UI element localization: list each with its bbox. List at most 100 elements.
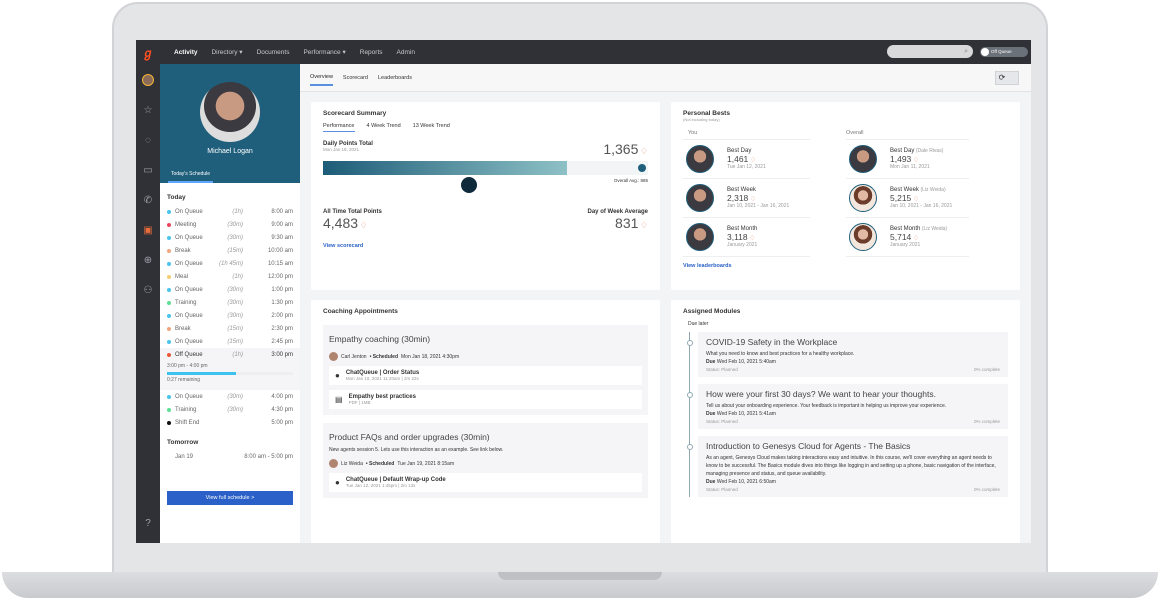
globe-icon[interactable]: ⊕ [143,255,153,266]
due-date: Wed Feb 10, 2021 5:41am [716,411,776,417]
schedule-item[interactable]: On Queue (30m) 1:00 pm [167,283,293,296]
personal-bests-card: Personal Bests (Not including today) You… [671,102,1020,290]
inbox-icon[interactable]: ▣ [143,225,153,236]
tab-overview[interactable]: Overview [310,70,333,86]
tab-4-week-trend[interactable]: 4 Week Trend [366,123,401,129]
best-date: Jan 10, 2021 - Jan 16, 2021 [727,203,790,209]
status-dot [167,420,171,425]
gem-icon: ♢ [749,235,756,242]
chat-icon[interactable]: ◌ [145,135,151,146]
attachment[interactable]: ● ChatQueue | Default Wrap-up Code Tue Jan… [329,473,642,492]
card-title: Assigned Modules [683,308,741,315]
best-value: 5,714 [890,232,912,242]
attachment[interactable]: ● ChatQueue | Order Status Mon Jan 18, 202… [329,366,642,385]
view-scorecard-link[interactable]: View scorecard [323,243,364,249]
coach-name: Carl Jenton [341,353,367,360]
schedule-item[interactable]: Training (30m) 4:30 pm [167,403,293,416]
view-leaderboards-link[interactable]: View leaderboards [683,263,732,269]
best-label: Best Month [890,226,921,232]
module-complete: 0% complete [973,419,1000,424]
coaching-appointment[interactable]: Product FAQs and order upgrades (30min) N… [323,423,648,498]
schedule-item[interactable]: Meal (1h) 12:00 pm [167,270,293,283]
best-value: 2,318 [727,193,749,203]
module-item[interactable]: How were your first 30 days? We want to … [687,384,1008,429]
add-user-icon[interactable]: ⚇ [143,285,153,296]
nav-admin[interactable]: Admin [396,48,415,56]
status-dot [167,407,171,412]
best-item: Best Week (Liz Weida) 5,215 ♢ Jan 10, 2021… [846,179,969,218]
schedule-item[interactable]: Meeting (30m) 9:00 am [167,218,293,231]
phone-icon[interactable]: ✆ [143,195,153,206]
module-item[interactable]: Introduction to Genesys Cloud for Agents… [687,436,1008,497]
schedule-item[interactable]: Break (15m) 2:30 pm [167,322,293,335]
activity-time: 1:00 pm [271,286,293,293]
module-status: Status: Planned [706,487,738,492]
group-label: Due later [688,321,709,327]
avatar [849,184,877,212]
genesys-logo-icon[interactable]: ℊ [141,45,154,60]
schedule-item[interactable]: Training (30m) 1:30 pm [167,296,293,309]
best-label: Best Day [890,148,915,154]
best-label: Best Month [727,226,758,232]
nav-documents[interactable]: Documents [256,48,290,56]
activity-time: 4:00 pm [271,393,293,400]
schedule-item[interactable]: On Queue (1h 45m) 10:15 am [167,257,293,270]
module-item[interactable]: COVID-19 Safety in the Workplace What you… [687,332,1008,377]
nav-directory[interactable]: Directory ▾ [211,49,243,56]
coaching-appointment[interactable]: Empathy coaching (30min) Carl Jenton • Sch… [323,325,648,415]
best-item: Best Week 2,318 ♢ Jan 10, 2021 - Jan 16, 2… [683,179,810,218]
attachment-meta: Tue Jan 12, 2021 1:45pm | 2m 13s [345,483,416,488]
attachment-meta: Mon Jan 18, 2021 11:20am | 2m 22s [345,376,419,381]
chat-icon: ● [335,371,340,380]
activity-label: Break [175,247,191,254]
star-icon[interactable]: ☆ [143,105,153,116]
nav-reports[interactable]: Reports [359,48,383,56]
video-icon[interactable]: ▭ [143,165,153,176]
profile-photo [200,82,260,142]
nav-performance[interactable]: Performance ▾ [303,49,346,56]
card-title: Personal Bests [683,110,730,117]
schedule-item[interactable]: On Queue (1h) 8:00 am [167,205,293,218]
search-input[interactable]: ⌕ [887,45,973,58]
help-icon[interactable]: ? [145,518,151,529]
activity-duration: (15m) [227,325,243,332]
module-complete: 0% complete [973,367,1000,372]
view-full-schedule-button[interactable]: View full schedule > [167,491,293,505]
status-dot [167,248,171,253]
schedule-item[interactable]: On Queue (15m) 2:45 pm [167,335,293,348]
status-toggle[interactable]: Off Queue [980,47,1028,57]
status-dot [167,326,171,331]
schedule-item[interactable]: On Queue (30m) 2:00 pm [167,309,293,322]
status-dot [167,352,171,357]
best-item: Best Day (Dale Rivas) 1,493 ♢ Mon Jan 11, … [846,140,969,179]
schedule-item[interactable]: On Queue (30m) 4:00 pm [167,390,293,403]
refresh-button[interactable]: ⟳ [995,71,1019,85]
avatar[interactable] [142,66,154,96]
due-label: Due [706,411,716,417]
schedule-item[interactable]: Break (15m) 10:00 am [167,244,293,257]
schedule-item[interactable]: On Queue (30m) 9:30 am [167,231,293,244]
tab-scorecard[interactable]: Scorecard [342,74,368,81]
tab-performance[interactable]: Performance [323,123,355,132]
activity-label: On Queue [175,260,203,267]
due-label: Due [706,359,716,365]
tab-leaderboards[interactable]: Leaderboards [378,74,412,81]
card-subtitle: (Not including today) [683,117,720,122]
activity-label: Meeting [175,221,197,228]
activity-duration: (1h) [232,208,243,215]
attachment[interactable]: ▤ Empathy best practices PDF | 1MB [329,390,642,409]
avatar [686,145,714,173]
today-heading: Today [167,194,186,201]
tab-13-week-trend[interactable]: 13 Week Trend [412,123,450,129]
tab-todays-schedule[interactable]: Today's Schedule [168,171,213,183]
nav-activity[interactable]: Activity [174,48,198,56]
schedule-item[interactable]: Shift End 5:00 pm [167,416,293,429]
daily-value: 1,365 [603,141,639,157]
best-holder: (Dale Rivas) [915,148,944,154]
gem-icon: ♢ [639,220,648,230]
profile-name: Michael Logan [207,148,253,155]
gem-icon: ♢ [359,220,368,230]
gem-icon: ♢ [912,196,920,203]
best-holder: (Liz Weida) [920,187,946,193]
gem-icon: ♢ [749,196,757,203]
